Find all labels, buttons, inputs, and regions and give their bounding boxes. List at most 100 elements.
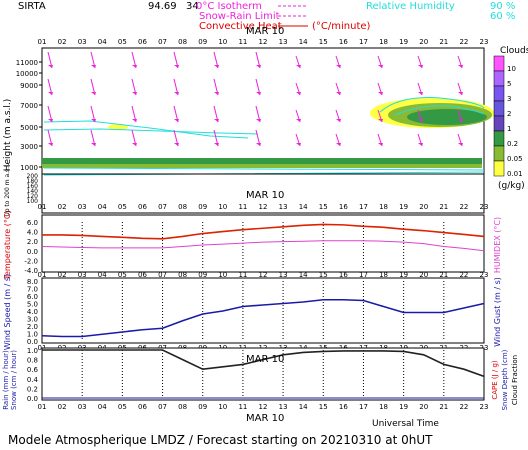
cloud-legend-label: 3 (507, 95, 511, 103)
wind-arrowhead (378, 65, 383, 68)
y-tick-label: -2.0 (24, 257, 38, 265)
y-tick-label: 4.0 (27, 229, 38, 237)
hour-tick-label: 17 (359, 203, 368, 211)
wind-arrowhead (418, 92, 423, 95)
cloud-legend-unit: (g/kg) (498, 181, 525, 191)
rh-90: 90 % (490, 1, 515, 12)
hour-tick-label: 08 (178, 403, 187, 411)
wind-arrowhead (378, 119, 383, 122)
hour-tick-label: 12 (259, 403, 268, 411)
y-tick-label: 1.0 (27, 347, 38, 355)
y-tick-label: 0.0 (27, 395, 38, 403)
convective-unit: (°C/minute) (312, 21, 371, 32)
cloud-legend-swatch (493, 85, 505, 102)
hour-tick-label: 17 (359, 271, 368, 279)
rh-contour-upper2 (43, 128, 259, 135)
cloud-legend-swatch (493, 115, 505, 132)
date-label-mid: MAR 10 (246, 190, 284, 201)
hour-tick-label: 15 (319, 403, 328, 411)
wind-arrowhead (174, 143, 179, 146)
convective-legend: Convective Heat (199, 21, 282, 32)
hour-tick-label: 16 (339, 203, 348, 211)
site-coords: 94.69 (148, 1, 177, 12)
rh-contour-cloud (379, 97, 485, 113)
hour-axis-height-bottom: 01 02 03 04 05 06 07 08 09 10 11 12 13 14 15 16 17 18 19 20… (38, 203, 489, 211)
hour-tick-label: 10 (218, 38, 227, 46)
height-tick: 9000 (20, 82, 38, 90)
hour-tick-label: 06 (138, 203, 147, 211)
wind-arrows (47, 51, 463, 147)
cloud-legend-label: 1 (507, 125, 511, 133)
hour-tick-label: 01 (38, 403, 47, 411)
hour-tick-label: 22 (459, 38, 468, 46)
height-tick: 10000 (16, 70, 38, 78)
cloud-legend-label: 5 (507, 80, 511, 88)
hour-tick-label: 21 (439, 203, 448, 211)
hour-tick-label: 05 (118, 203, 127, 211)
temp-ylabel: Temperature (°C) (3, 210, 12, 280)
isotherm-legend: 0°C Isotherm (196, 1, 262, 12)
rh-contour-upper (43, 120, 249, 139)
hour-tick-label: 13 (279, 271, 288, 279)
y-tick-label: -4.0 (24, 267, 38, 275)
date-label-bottom: MAR 10 (246, 413, 284, 424)
snowdepth-label: Snow Depth (cm) (501, 349, 509, 410)
y-tick-label: 1.0 (27, 331, 38, 339)
wind-arrowhead (174, 65, 179, 68)
hour-tick-label: 13 (279, 403, 288, 411)
hour-tick-label: 04 (98, 403, 107, 411)
wind-arrowhead (296, 65, 301, 68)
height-panel: 01 02 03 04 05 06 07 08 09 10 11 12 13 14 15 16 17 18 19 20… (3, 26, 494, 217)
site-name: SIRTA (18, 1, 46, 12)
temperature-panel: 6.0 4.02.0 0.0-2.0 -4.0 01 02 03 04 05 06 07 08 09 10… (3, 210, 502, 280)
cloud-legend-swatch (493, 130, 505, 147)
hour-tick-label: 15 (319, 271, 328, 279)
wind-arrowhead (214, 143, 219, 146)
hour-tick-label: 19 (399, 38, 408, 46)
cloud-legend-label: 2 (507, 110, 511, 118)
hour-tick-label: 05 (118, 403, 127, 411)
snow-ylabel: Snow (cm / hour) (10, 350, 18, 410)
hour-tick-label: 16 (339, 38, 348, 46)
hour-tick-label: 16 (339, 403, 348, 411)
wind-ylabel: Wind Speed (m / s) (3, 274, 12, 350)
hour-tick-label: 15 (319, 38, 328, 46)
hour-tick-label: 22 (459, 271, 468, 279)
cloudfraction-label: Cloud Fraction (511, 355, 519, 405)
y-tick-label: 4.0 (27, 308, 38, 316)
cloud-legend: Clouds (g/kg) 10 5 3 2 1 0.2 0.05 0.01 (493, 46, 528, 191)
wind-panel: 8.07.06.05.04.03.02.01.00.00102030405060… (3, 274, 502, 352)
hour-tick-label: 02 (58, 203, 67, 211)
hour-tick-label: 09 (198, 38, 207, 46)
cloud-small-yellow (108, 124, 128, 130)
series-line (42, 223, 485, 240)
hour-tick-label: 21 (439, 403, 448, 411)
wind-arrowhead (336, 92, 341, 95)
height-tick-low: 200 (27, 173, 39, 180)
hour-tick-label: 02 (58, 38, 67, 46)
hour-tick-label: 05 (118, 38, 127, 46)
cloud-legend-title: Clouds (500, 46, 528, 56)
y-tick-label: 0.0 (27, 338, 38, 346)
hour-tick-label: 18 (379, 203, 388, 211)
hour-tick-label: 14 (299, 203, 308, 211)
height-tick: 1000 (20, 164, 38, 172)
y-tick-label: 0.0 (27, 248, 38, 256)
hour-tick-label: 09 (198, 403, 207, 411)
wind-arrowhead (48, 119, 53, 122)
cloud-green-dark (407, 109, 487, 125)
low-cloud-band2 (42, 164, 482, 168)
hour-tick-label: 03 (78, 271, 87, 279)
cloud-legend-swatch (493, 145, 505, 162)
hour-tick-label: 17 (359, 38, 368, 46)
hour-tick-label: 18 (379, 271, 388, 279)
hour-tick-label: 02 (58, 271, 67, 279)
snow-rain-legend: Snow-Rain Limit (199, 11, 280, 22)
hour-tick-label: 07 (158, 403, 167, 411)
hour-tick-label: 03 (78, 403, 87, 411)
wind-arrowhead (48, 65, 53, 68)
wind-arrowhead (132, 143, 137, 146)
hour-tick-label: 18 (379, 38, 388, 46)
hour-tick-label: 13 (279, 38, 288, 46)
